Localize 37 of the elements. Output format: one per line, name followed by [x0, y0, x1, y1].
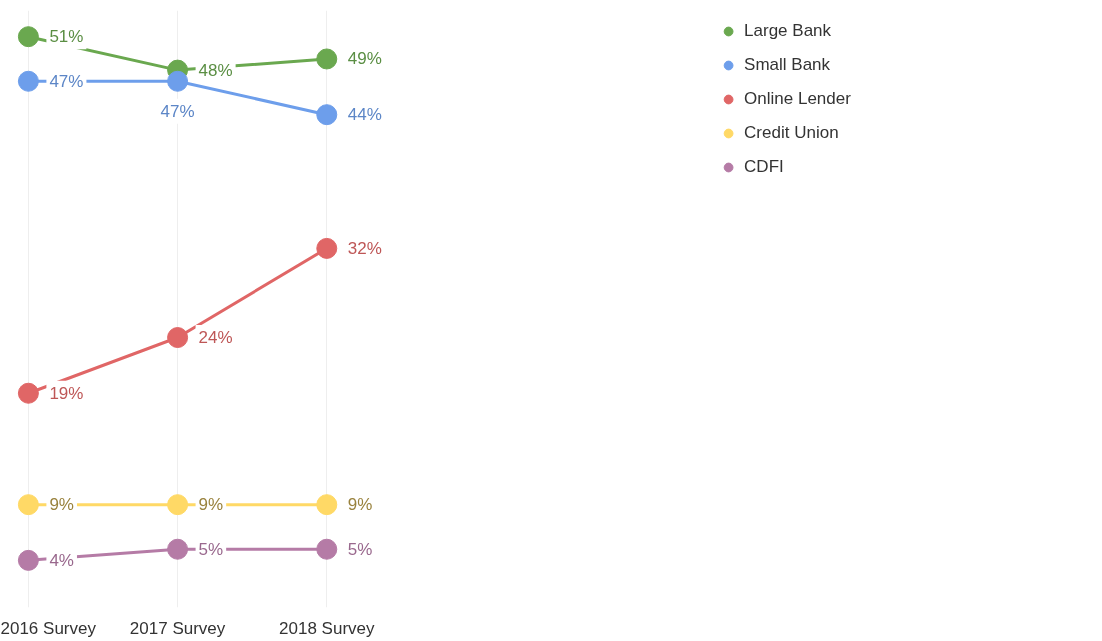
point — [17, 26, 39, 48]
legend-label: CDFI — [744, 157, 784, 177]
point — [167, 538, 189, 560]
point — [167, 327, 189, 348]
data-label: 19% — [49, 383, 84, 403]
point — [316, 48, 338, 70]
data-label: 9% — [49, 495, 74, 515]
legend-label: Small Bank — [744, 55, 831, 75]
data-label: 5% — [198, 539, 224, 559]
data-label: 32% — [347, 238, 382, 258]
data-label: 4% — [49, 550, 74, 570]
point — [17, 382, 39, 404]
point — [316, 104, 338, 126]
data-label: 47% — [49, 71, 84, 91]
point — [17, 70, 39, 92]
data-label: 49% — [347, 49, 382, 69]
data-label: 48% — [198, 60, 233, 80]
data-label: 5% — [347, 539, 373, 559]
point — [316, 538, 338, 560]
legend-label: Large Bank — [744, 21, 832, 41]
point — [17, 494, 39, 516]
x-tick-label: 2018 Survey — [279, 618, 375, 638]
point — [17, 549, 39, 571]
legend-label: Online Lender — [744, 89, 851, 109]
data-label: 9% — [347, 495, 373, 515]
point — [167, 494, 189, 516]
x-tick-label: 2017 Survey — [129, 618, 226, 638]
legend-label: Credit Union — [744, 123, 839, 143]
data-label: 51% — [49, 27, 84, 47]
point — [316, 237, 338, 259]
data-label: 44% — [347, 105, 382, 125]
x-tick-label: 2016 Survey — [0, 618, 97, 638]
point — [167, 70, 189, 92]
data-label: 47% — [160, 101, 195, 121]
data-label: 24% — [198, 328, 233, 348]
point — [316, 494, 338, 516]
data-label: 9% — [198, 495, 224, 515]
